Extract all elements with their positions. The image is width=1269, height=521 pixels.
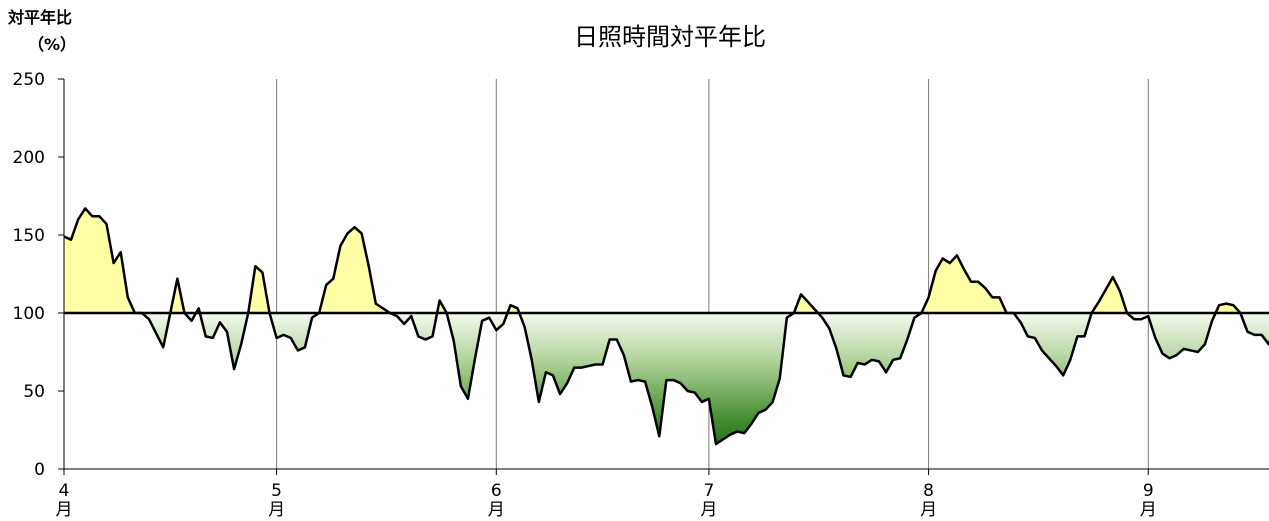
below-normal-area (64, 313, 1269, 445)
y-tick-label: 200 (13, 148, 45, 168)
x-tick-label: 7 (703, 481, 714, 501)
area-fills (63, 207, 1269, 446)
y-axis-label: 対平年比 (7, 8, 72, 27)
x-tick-label: 5 (271, 481, 282, 501)
y-tick-label: 0 (34, 460, 45, 480)
chart-title: 日照時間対平年比 (574, 23, 766, 51)
y-tick-label: 250 (13, 70, 45, 90)
above-normal-area (64, 208, 1269, 313)
x-tick-label: 6 (491, 481, 502, 501)
x-tick-unit: 月 (56, 500, 73, 520)
x-tick-unit: 月 (920, 500, 937, 520)
y-tick-label: 50 (23, 382, 45, 402)
y-tick-label: 150 (13, 226, 45, 246)
axes (58, 78, 1269, 475)
series-line (63, 207, 1269, 446)
x-tick-unit: 月 (488, 500, 505, 520)
y-axis-unit: （%） (28, 35, 76, 54)
x-tick-unit: 月 (700, 500, 717, 520)
month-gridlines (276, 79, 1149, 469)
x-tick-label: 9 (1143, 481, 1154, 501)
x-tick-unit: 月 (1140, 500, 1157, 520)
x-tick-label: 8 (923, 481, 934, 501)
y-tick-labels: 0 50 100 150 200 250 (13, 70, 45, 480)
y-tick-label: 100 (13, 304, 45, 324)
x-tick-label: 4 (59, 481, 70, 501)
x-tick-unit: 月 (268, 500, 285, 520)
